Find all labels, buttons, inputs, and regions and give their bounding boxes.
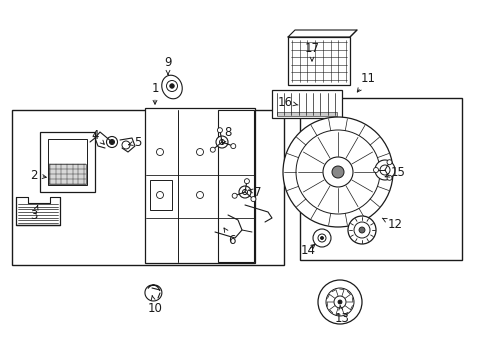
- Text: 12: 12: [382, 218, 402, 231]
- Text: 1: 1: [151, 81, 159, 104]
- Circle shape: [373, 167, 378, 172]
- Text: 14: 14: [300, 243, 315, 256]
- Circle shape: [317, 234, 325, 242]
- Circle shape: [109, 140, 114, 144]
- Circle shape: [244, 179, 249, 184]
- Bar: [276, 112, 336, 116]
- Circle shape: [374, 160, 394, 180]
- Circle shape: [333, 296, 346, 308]
- Circle shape: [196, 192, 203, 198]
- Circle shape: [122, 141, 130, 149]
- Circle shape: [295, 130, 379, 214]
- Circle shape: [323, 157, 352, 187]
- Text: 6: 6: [224, 228, 235, 247]
- Text: 15: 15: [385, 166, 405, 179]
- Circle shape: [312, 229, 330, 247]
- Text: 3: 3: [30, 206, 38, 221]
- Circle shape: [217, 128, 222, 133]
- Circle shape: [196, 149, 203, 156]
- Bar: [287, 37, 349, 85]
- Bar: [218, 110, 253, 262]
- Circle shape: [358, 227, 364, 233]
- Text: 9: 9: [164, 55, 171, 75]
- Circle shape: [386, 175, 391, 180]
- Text: 8: 8: [222, 126, 231, 144]
- Circle shape: [331, 166, 343, 178]
- Text: 11: 11: [357, 72, 375, 92]
- Circle shape: [250, 197, 255, 202]
- Circle shape: [239, 186, 250, 198]
- Bar: [49, 164, 86, 184]
- Circle shape: [379, 165, 389, 175]
- Circle shape: [166, 81, 177, 91]
- Text: 13: 13: [334, 306, 349, 324]
- Circle shape: [320, 237, 323, 239]
- Bar: [271, 90, 341, 118]
- Circle shape: [386, 160, 391, 165]
- Circle shape: [216, 136, 227, 148]
- Bar: [48, 139, 87, 185]
- Bar: [12, 110, 284, 265]
- Circle shape: [156, 192, 163, 198]
- Bar: [150, 180, 172, 210]
- Circle shape: [337, 300, 341, 304]
- Text: 4: 4: [91, 129, 104, 144]
- Circle shape: [242, 189, 247, 194]
- Circle shape: [283, 117, 392, 227]
- Circle shape: [210, 147, 215, 152]
- Circle shape: [169, 84, 174, 88]
- Text: 17: 17: [304, 41, 319, 61]
- Text: 7: 7: [248, 185, 261, 198]
- Text: 2: 2: [30, 168, 46, 181]
- Bar: [145, 108, 254, 263]
- Text: 5: 5: [128, 135, 142, 149]
- Circle shape: [230, 144, 235, 149]
- Circle shape: [156, 149, 163, 156]
- Text: 10: 10: [147, 296, 162, 315]
- Ellipse shape: [162, 75, 182, 99]
- Circle shape: [219, 140, 224, 144]
- Circle shape: [317, 280, 361, 324]
- Bar: [40, 132, 95, 192]
- Circle shape: [325, 288, 353, 316]
- Text: 16: 16: [277, 95, 297, 108]
- Circle shape: [106, 136, 117, 148]
- Bar: [299, 98, 461, 260]
- Circle shape: [232, 193, 237, 198]
- Circle shape: [353, 222, 369, 238]
- Circle shape: [347, 216, 375, 244]
